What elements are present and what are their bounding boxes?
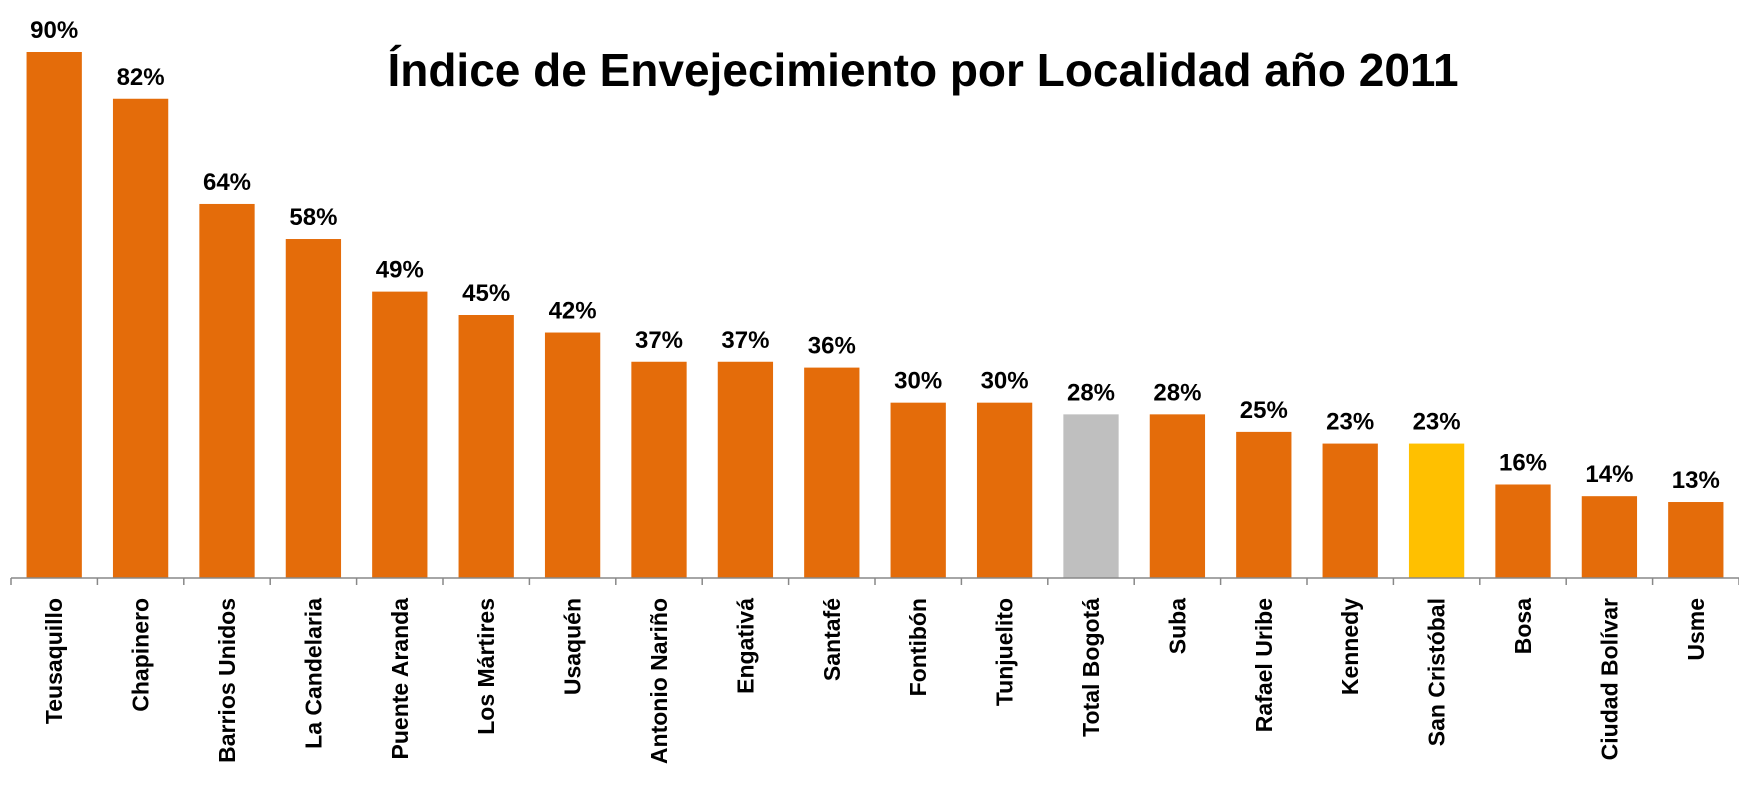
x-tick-label: Suba	[1164, 598, 1190, 654]
data-label: 90%	[30, 17, 78, 44]
chart-title: Índice de Envejecimiento por Localidad a…	[387, 44, 1458, 96]
x-tick-label: Los Mártires	[473, 598, 499, 735]
x-tick-label: San Cristóbal	[1424, 598, 1450, 746]
data-label: 28%	[1153, 379, 1201, 406]
x-tick-label: Chapinero	[128, 598, 154, 712]
x-tick-label: La Candelaria	[300, 598, 326, 749]
bar	[1495, 484, 1551, 578]
bar	[717, 361, 774, 578]
bar	[458, 315, 514, 578]
bar	[199, 203, 255, 578]
x-tick-label: Usaquén	[560, 598, 586, 695]
data-label: 49%	[376, 257, 424, 284]
data-label: 58%	[289, 204, 337, 231]
x-tick-label: Ciudad Bolívar	[1596, 598, 1622, 760]
bar	[1236, 431, 1292, 578]
bar	[976, 402, 1033, 578]
bar	[26, 52, 82, 578]
bar	[804, 367, 860, 578]
data-label: 23%	[1326, 409, 1374, 436]
x-tick-label: Santafé	[819, 598, 845, 681]
bar	[372, 291, 428, 578]
bar	[1408, 443, 1465, 578]
data-label: 82%	[117, 64, 165, 91]
data-label: 37%	[635, 327, 683, 354]
x-tick-label: Total Bogotá	[1078, 598, 1104, 737]
bar	[1063, 414, 1119, 578]
x-tick-label: Fontibón	[905, 598, 931, 696]
data-label: 23%	[1413, 409, 1461, 436]
data-label: 45%	[462, 280, 510, 307]
bar	[112, 98, 169, 578]
bar	[1322, 443, 1378, 578]
x-tick-label: Puente Aranda	[387, 598, 413, 760]
x-tick-label: Teusaquillo	[41, 598, 67, 724]
x-tick-label: Bosa	[1510, 598, 1536, 654]
x-tick-label: Rafael Uribe	[1251, 598, 1277, 732]
bar	[1149, 414, 1206, 578]
bar	[631, 361, 687, 578]
bar	[1668, 502, 1724, 578]
data-label: 42%	[549, 298, 597, 325]
data-label: 64%	[203, 169, 251, 196]
bar	[890, 402, 946, 578]
x-tick-label: Kennedy	[1337, 598, 1363, 695]
data-label: 37%	[721, 327, 769, 354]
x-tick-label: Tunjuelito	[992, 598, 1018, 706]
data-label: 30%	[894, 368, 942, 395]
data-label: 14%	[1585, 461, 1633, 488]
x-tick-label: Engativá	[732, 598, 758, 694]
bar	[544, 332, 601, 578]
x-tick-label: Barrios Unidos	[214, 598, 240, 763]
data-label: 30%	[981, 368, 1029, 395]
x-tick-label: Usme	[1683, 598, 1709, 661]
data-label: 16%	[1499, 449, 1547, 476]
data-label: 28%	[1067, 379, 1115, 406]
x-tick-label: Antonio Nariño	[646, 598, 672, 764]
bar	[285, 239, 342, 578]
data-label: 25%	[1240, 397, 1288, 424]
data-label: 36%	[808, 333, 856, 360]
data-label: 13%	[1672, 467, 1720, 494]
bar	[1581, 496, 1638, 578]
